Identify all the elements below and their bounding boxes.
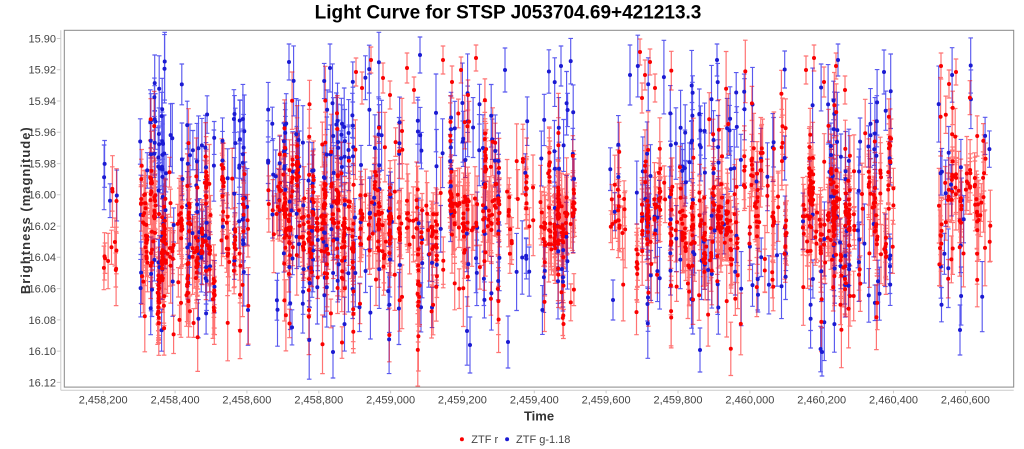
svg-text:16.10: 16.10 [28,346,56,358]
svg-text:16.06: 16.06 [28,284,56,296]
svg-text:2,460,600: 2,460,600 [941,394,990,406]
svg-text:15.96: 15.96 [28,127,56,139]
svg-text:15.98: 15.98 [28,159,56,171]
svg-text:15.92: 15.92 [28,65,56,77]
svg-text:2,460,400: 2,460,400 [869,394,918,406]
svg-text:16.00: 16.00 [28,190,56,202]
svg-text:2,458,600: 2,458,600 [222,394,271,406]
svg-text:2,459,000: 2,459,000 [366,394,415,406]
svg-text:15.94: 15.94 [28,96,56,108]
svg-text:2,460,000: 2,460,000 [725,394,774,406]
svg-text:2,459,400: 2,459,400 [510,394,559,406]
svg-text:16.08: 16.08 [28,315,56,327]
svg-text:Light Curve for STSP J053704.6: Light Curve for STSP J053704.69+421213.3 [315,3,702,24]
svg-text:2,459,800: 2,459,800 [654,394,703,406]
svg-text:2,459,200: 2,459,200 [438,394,487,406]
svg-text:2,460,200: 2,460,200 [797,394,846,406]
svg-text:2,458,400: 2,458,400 [151,394,200,406]
svg-text:15.90: 15.90 [28,33,56,45]
svg-text:2,458,200: 2,458,200 [79,394,128,406]
svg-text:2,458,800: 2,458,800 [294,394,343,406]
svg-text:16.12: 16.12 [28,377,56,389]
svg-text:2,459,600: 2,459,600 [582,394,631,406]
svg-text:16.04: 16.04 [28,252,56,264]
svg-text:ZTF g-1.18: ZTF g-1.18 [516,434,570,446]
svg-text:16.02: 16.02 [28,221,56,233]
svg-text:ZTF r: ZTF r [471,434,498,446]
svg-text:Time: Time [524,409,554,424]
svg-text:Brightness (magnitude): Brightness (magnitude) [18,126,33,294]
